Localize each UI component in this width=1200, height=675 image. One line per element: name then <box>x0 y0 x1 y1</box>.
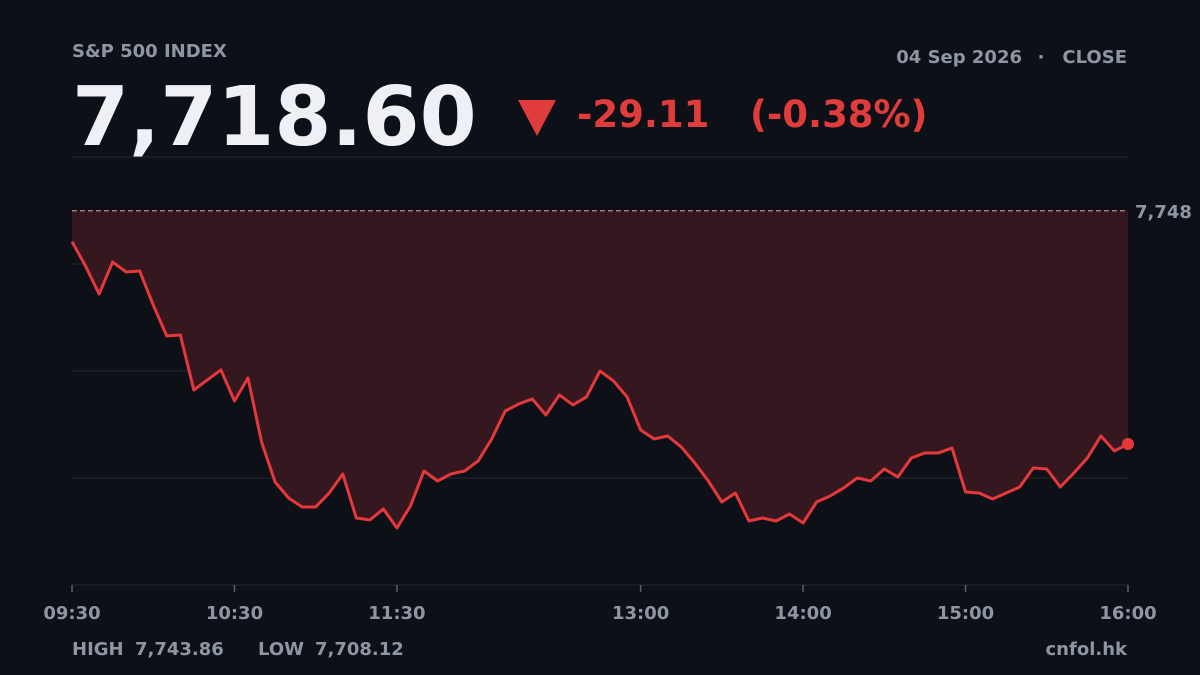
low-label: LOW <box>258 639 304 660</box>
x-tick-label: 16:00 <box>1099 603 1156 624</box>
high-label: HIGH <box>72 639 124 660</box>
change-pct: (-0.38%) <box>750 93 928 136</box>
x-tick-label: 14:00 <box>774 603 831 624</box>
change: -29.11 <box>577 93 709 136</box>
chart-title: S&P 500 INDEX <box>72 41 227 62</box>
reference-label: 7,748 <box>1135 202 1192 223</box>
x-tick-label: 15:00 <box>937 603 994 624</box>
area <box>72 210 1128 528</box>
source: cnfol.hk <box>1046 639 1129 660</box>
session: CLOSE <box>1062 47 1127 68</box>
price: 7,718.60 <box>72 70 477 165</box>
low-value: 7,708.12 <box>315 639 404 660</box>
x-tick-label: 11:30 <box>368 603 425 624</box>
plot: 09:30 10:30 11:30 13:00 14:00 15:00 16:00 7,748 <box>43 202 1192 624</box>
separator: · <box>1038 47 1045 68</box>
last-point <box>1122 437 1134 450</box>
down-arrow <box>518 100 556 136</box>
high-value: 7,743.86 <box>135 639 224 660</box>
x-tick-label: 13:00 <box>612 603 669 624</box>
x-tick-label: 09:30 <box>43 603 100 624</box>
date: 04 Sep 2026 <box>896 47 1022 68</box>
price-line <box>70 240 1129 530</box>
x-tick-label: 10:30 <box>206 603 263 624</box>
